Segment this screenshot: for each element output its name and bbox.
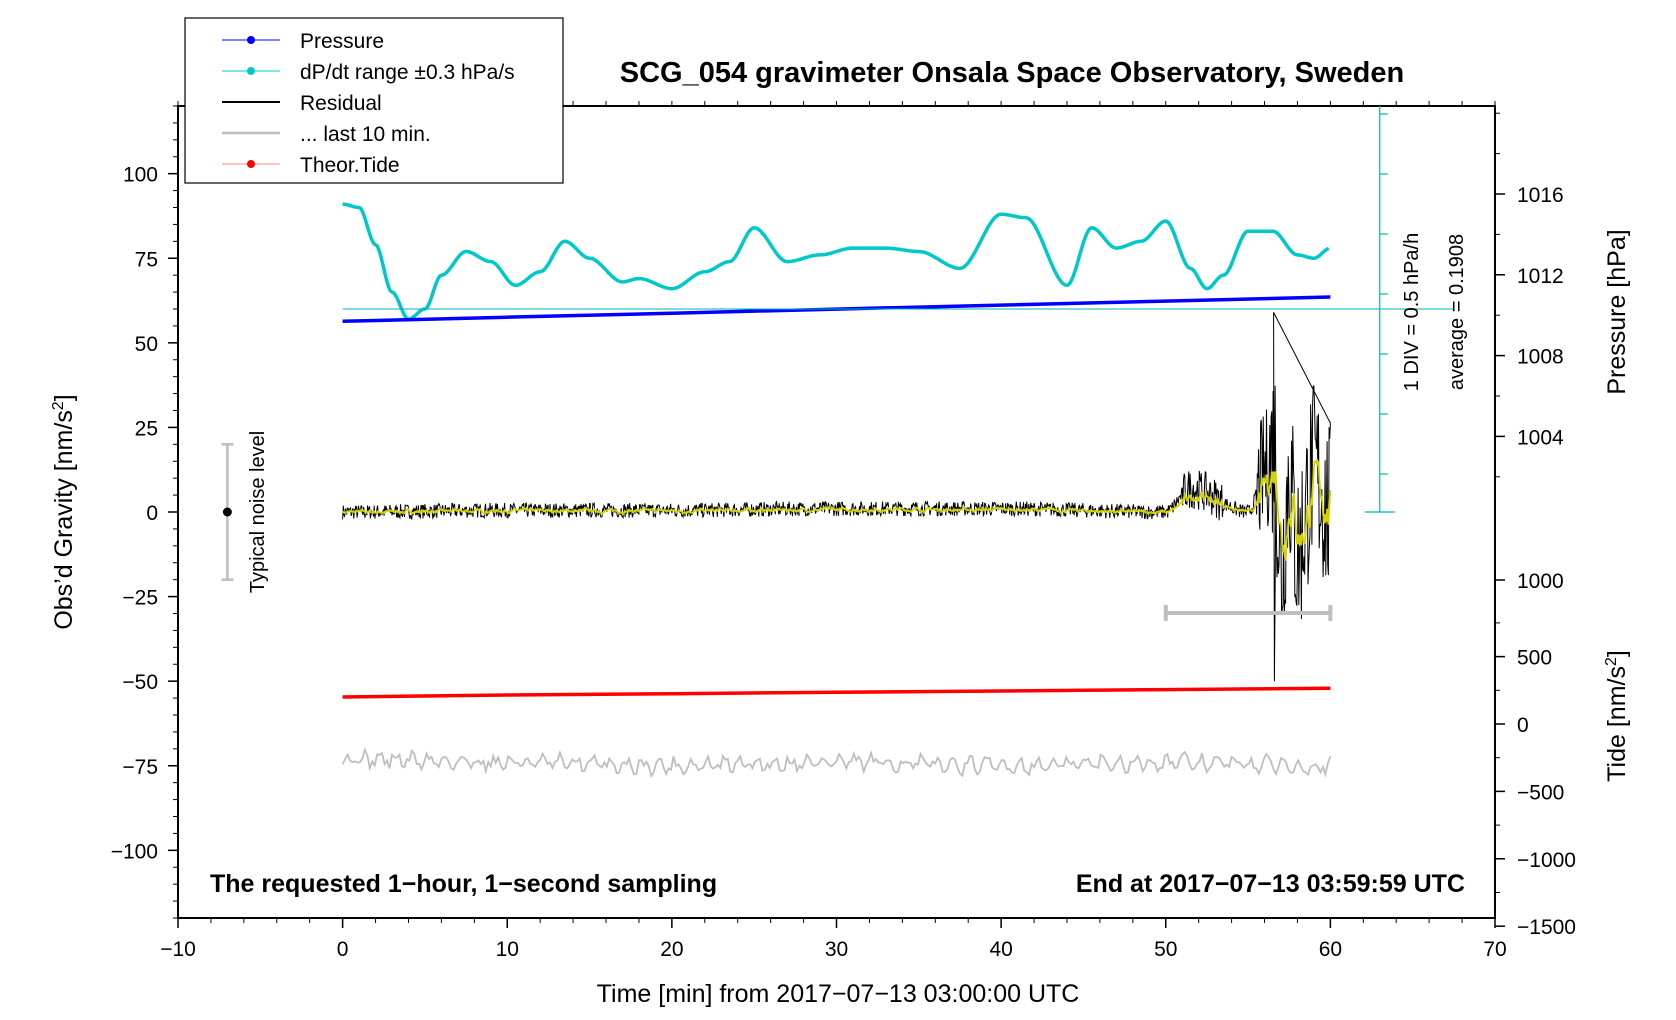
tide-tick-label: −1500 xyxy=(1517,916,1576,939)
svg-text:dP/dt range ±0.3 hPa/s: dP/dt range ±0.3 hPa/s xyxy=(300,61,515,84)
pressure-tick-label: 1004 xyxy=(1517,426,1564,449)
legend-item-tide: Theor.Tide xyxy=(222,154,400,177)
y-tick-label: −25 xyxy=(122,587,158,610)
average-note: average = 0.1908 xyxy=(1446,234,1468,390)
tide-series xyxy=(342,686,1331,699)
pressure-tick-label: 1000 xyxy=(1517,570,1564,593)
y-axis-left-title: Obs’d Gravity [nm/s2] xyxy=(50,394,78,629)
noise-level-label: Typical noise level xyxy=(247,431,269,593)
x-tick-label: 40 xyxy=(989,938,1012,961)
y-axis-pressure-title: Pressure [hPa] xyxy=(1603,229,1631,394)
axis-ticks: −10 0 10 20 30 40 50 60 701007550250−25−50−75−10… xyxy=(111,101,1576,961)
x-tick-label: 50 xyxy=(1154,938,1177,961)
chart-title: SCG_054 gravimeter Onsala Space Observat… xyxy=(620,57,1404,89)
x-tick-label: 60 xyxy=(1319,938,1342,961)
svg-text:Theor.Tide: Theor.Tide xyxy=(300,154,400,177)
residual-series xyxy=(341,312,1332,682)
tide-tick-label: 500 xyxy=(1517,647,1552,670)
end-time-note: End at 2017−07−13 03:59:59 UTC xyxy=(1076,870,1465,898)
legend: Pressure dP/dt range ±0.3 hPa/s Residual… xyxy=(184,17,564,184)
sampling-note: The requested 1−hour, 1−second sampling xyxy=(210,870,717,898)
svg-text:Pressure: Pressure xyxy=(300,30,384,53)
y-tick-label: 0 xyxy=(146,502,158,525)
svg-text:... last 10 min.: ... last 10 min. xyxy=(300,123,431,146)
pressure-tick-label: 1012 xyxy=(1517,265,1564,288)
residual-smoothed-line xyxy=(341,458,1332,561)
legend-item-dpdt: dP/dt range ±0.3 hPa/s xyxy=(222,61,515,84)
div-note: 1 DIV = 0.5 hPa/h xyxy=(1401,233,1423,391)
x-tick-label: −10 xyxy=(160,938,196,961)
legend-item-pressure: Pressure xyxy=(222,30,384,53)
noise-bar-center xyxy=(222,507,232,517)
legend-item-last10: ... last 10 min. xyxy=(222,123,431,146)
tide-tick-label: −500 xyxy=(1517,781,1564,804)
misc-marks xyxy=(221,106,1454,581)
tide-line xyxy=(342,686,1331,699)
dpdt-line xyxy=(342,202,1330,321)
x-tick-label: 10 xyxy=(496,938,519,961)
y-axis-tide-title: Tide [nm/s2] xyxy=(1603,650,1631,782)
last10-series xyxy=(341,605,1333,779)
legend-item-residual: Residual xyxy=(222,92,382,115)
x-axis-title: Time [min] from 2017−07−13 03:00:00 UTC xyxy=(597,980,1080,1008)
legend-marker-tide xyxy=(247,160,255,168)
tide-tick-label: 0 xyxy=(1517,714,1529,737)
last10-line xyxy=(341,747,1332,779)
x-tick-label: 20 xyxy=(660,938,683,961)
y-tick-label: −50 xyxy=(122,671,158,694)
tide-tick-label: −1000 xyxy=(1517,849,1576,872)
y-tick-label: 75 xyxy=(135,248,158,271)
y-tick-label: 25 xyxy=(135,417,158,440)
x-tick-label: 70 xyxy=(1483,938,1506,961)
y-tick-label: 100 xyxy=(123,164,158,187)
y-tick-label: 50 xyxy=(135,333,158,356)
dpdt-series xyxy=(342,202,1330,321)
svg-text:Residual: Residual xyxy=(300,92,382,115)
y-tick-label: −100 xyxy=(111,840,158,863)
x-tick-label: 0 xyxy=(337,938,349,961)
residual-line xyxy=(342,312,1331,682)
x-tick-label: 30 xyxy=(825,938,848,961)
legend-box xyxy=(184,17,564,184)
legend-marker-pressure xyxy=(247,36,255,44)
y-tick-label: −75 xyxy=(122,756,158,779)
legend-marker-dpdt xyxy=(247,67,255,75)
pressure-tick-label: 1008 xyxy=(1517,346,1564,369)
pressure-tick-label: 1016 xyxy=(1517,184,1564,207)
